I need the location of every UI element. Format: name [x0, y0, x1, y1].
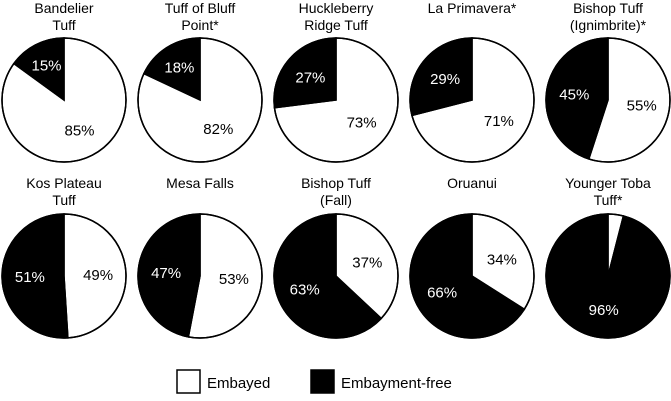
pie-title: Oruanui — [447, 175, 497, 191]
pie-title: Ridge Tuff — [304, 17, 368, 33]
pie-label-embayed: 85% — [64, 122, 94, 139]
pie-title: Tuff — [52, 192, 75, 208]
pie-label-embayment-free: 63% — [290, 282, 320, 299]
pie-chart: Oruanui 34% 66% — [409, 175, 535, 339]
pie-chart: Bishop Tuff(Fall) 37% 63% — [273, 175, 399, 339]
pie-outline — [409, 37, 535, 163]
pie-label-embayment-free: 27% — [295, 69, 325, 86]
pie-label-embayment-free: 47% — [151, 265, 181, 282]
pie-title: Tuff of Bluff — [165, 0, 236, 16]
pie-chart: Mesa Falls 53% 47% — [137, 175, 263, 339]
pie-outline — [1, 37, 127, 163]
pie-outline — [1, 213, 127, 339]
pie-title: Tuff — [52, 17, 75, 33]
pie-label-embayed: 49% — [83, 267, 113, 284]
legend: Embayed Embayment-free — [176, 369, 452, 394]
pie-outline — [137, 37, 263, 163]
pie-chart: La Primavera* 71% 29% — [409, 0, 535, 163]
pie-label-embayed: 71% — [484, 113, 514, 130]
pie-label-embayment-free: 51% — [15, 269, 45, 286]
pie-outline — [273, 213, 399, 339]
pie-label-embayed: 55% — [627, 97, 657, 114]
legend-item: Embayment-free — [310, 369, 452, 394]
legend-label: Embayed — [207, 375, 270, 392]
pie-label-embayed: 34% — [487, 252, 517, 269]
pie-label-embayment-free: 15% — [31, 58, 61, 75]
pie-label-embayment-free: 29% — [430, 71, 460, 88]
pie-outline — [137, 213, 263, 339]
pie-title: La Primavera* — [428, 0, 517, 16]
pie-label-embayed: 53% — [219, 271, 249, 288]
pie-outline — [409, 213, 535, 339]
legend-swatch — [176, 369, 201, 394]
pie-title: Younger Toba — [565, 175, 651, 191]
pie-outline — [545, 213, 671, 339]
legend-swatch — [310, 369, 335, 394]
pie-title: (Ignimbrite)* — [570, 17, 647, 33]
pie-title: Kos Plateau — [26, 175, 102, 191]
pie-title: Tuff* — [594, 192, 623, 208]
pie-outline — [545, 37, 671, 163]
pie-label-embayment-free: 66% — [427, 284, 457, 301]
pie-label-embayed: 82% — [203, 121, 233, 138]
pie-title: Huckleberry — [299, 0, 374, 16]
pie-label-embayment-free: 45% — [559, 87, 589, 104]
pie-title: Bishop Tuff — [301, 175, 371, 191]
legend-item: Embayed — [176, 369, 270, 394]
pie-title: Bishop Tuff — [573, 0, 643, 16]
pie-label-embayed: 73% — [347, 115, 377, 132]
pie-outline — [273, 37, 399, 163]
pie-title: Bandelier — [34, 0, 93, 16]
pie-title: Point* — [181, 17, 219, 33]
pie-title: (Fall) — [320, 192, 352, 208]
pie-label-embayment-free: 96% — [589, 302, 619, 319]
pie-label-embayed: 37% — [352, 255, 382, 272]
pie-title: Mesa Falls — [166, 175, 234, 191]
legend-label: Embayment-free — [341, 375, 452, 392]
pie-chart: Bishop Tuff(Ignimbrite)* 55% 45% — [545, 0, 671, 163]
pie-label-embayment-free: 18% — [164, 60, 194, 77]
